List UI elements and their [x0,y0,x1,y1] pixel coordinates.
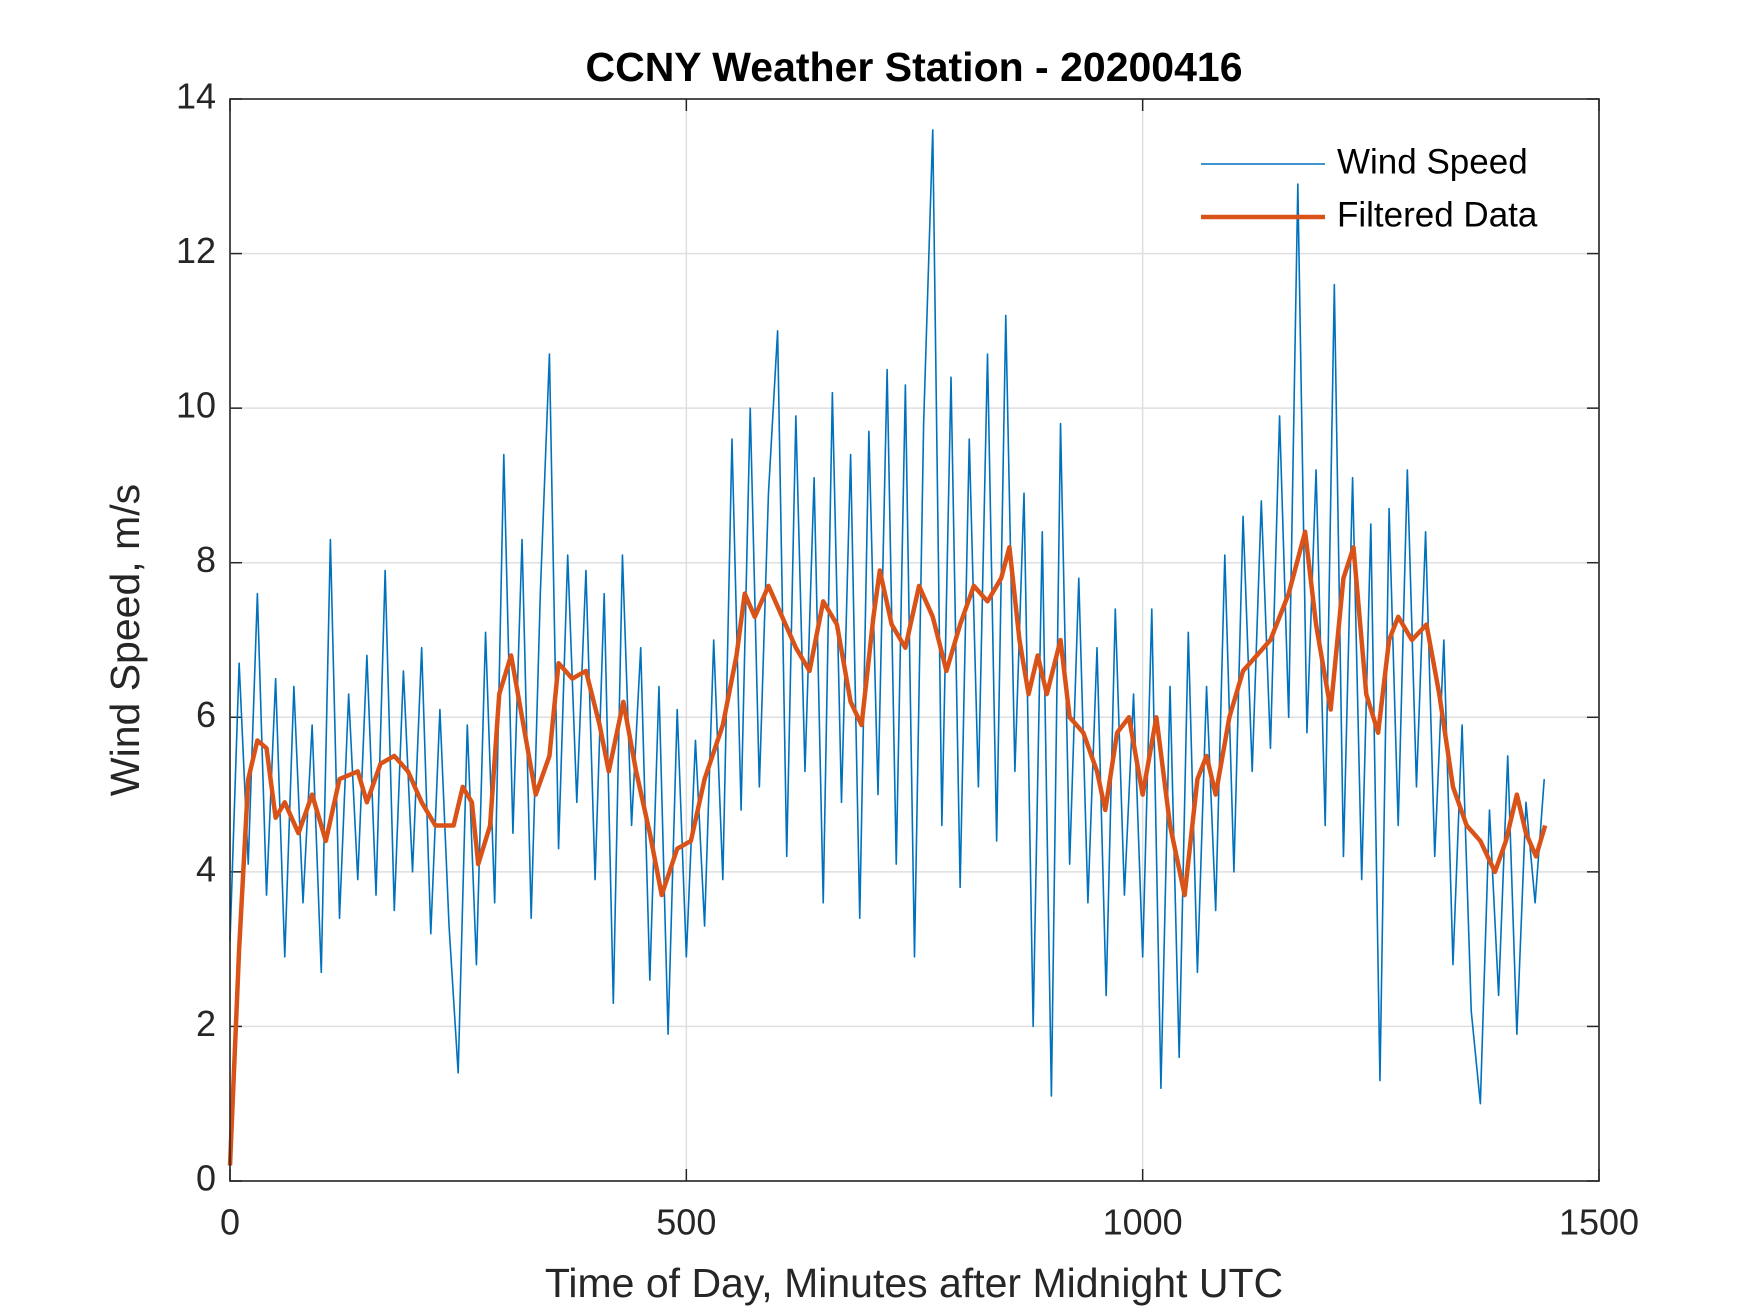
y-tick-label: 4 [196,848,216,889]
chart-title: CCNY Weather Station - 20200416 [585,44,1242,90]
y-axis-label: Wind Speed, m/s [102,484,148,796]
data-line [227,529,1548,1166]
y-tick-label: 10 [176,385,216,426]
x-tick-label: 500 [656,1202,716,1243]
x-axis-label: Time of Day, Minutes after Midnight UTC [545,1260,1283,1306]
x-tick-label: 0 [220,1202,240,1243]
y-tick-label: 14 [176,76,216,117]
plot-frame [229,98,1600,1182]
data-line [229,129,1546,1105]
legend-label: Filtered Data [1337,195,1538,234]
x-tick-label: 1500 [1559,1202,1639,1243]
y-tick-label: 12 [176,230,216,271]
y-tick-label: 2 [196,1003,216,1044]
y-tick-label: 8 [196,539,216,580]
y-tick-label: 6 [196,694,216,735]
legend-label: Wind Speed [1337,142,1528,181]
x-tick-label: 1000 [1103,1202,1183,1243]
y-tick-label: 0 [196,1158,216,1199]
